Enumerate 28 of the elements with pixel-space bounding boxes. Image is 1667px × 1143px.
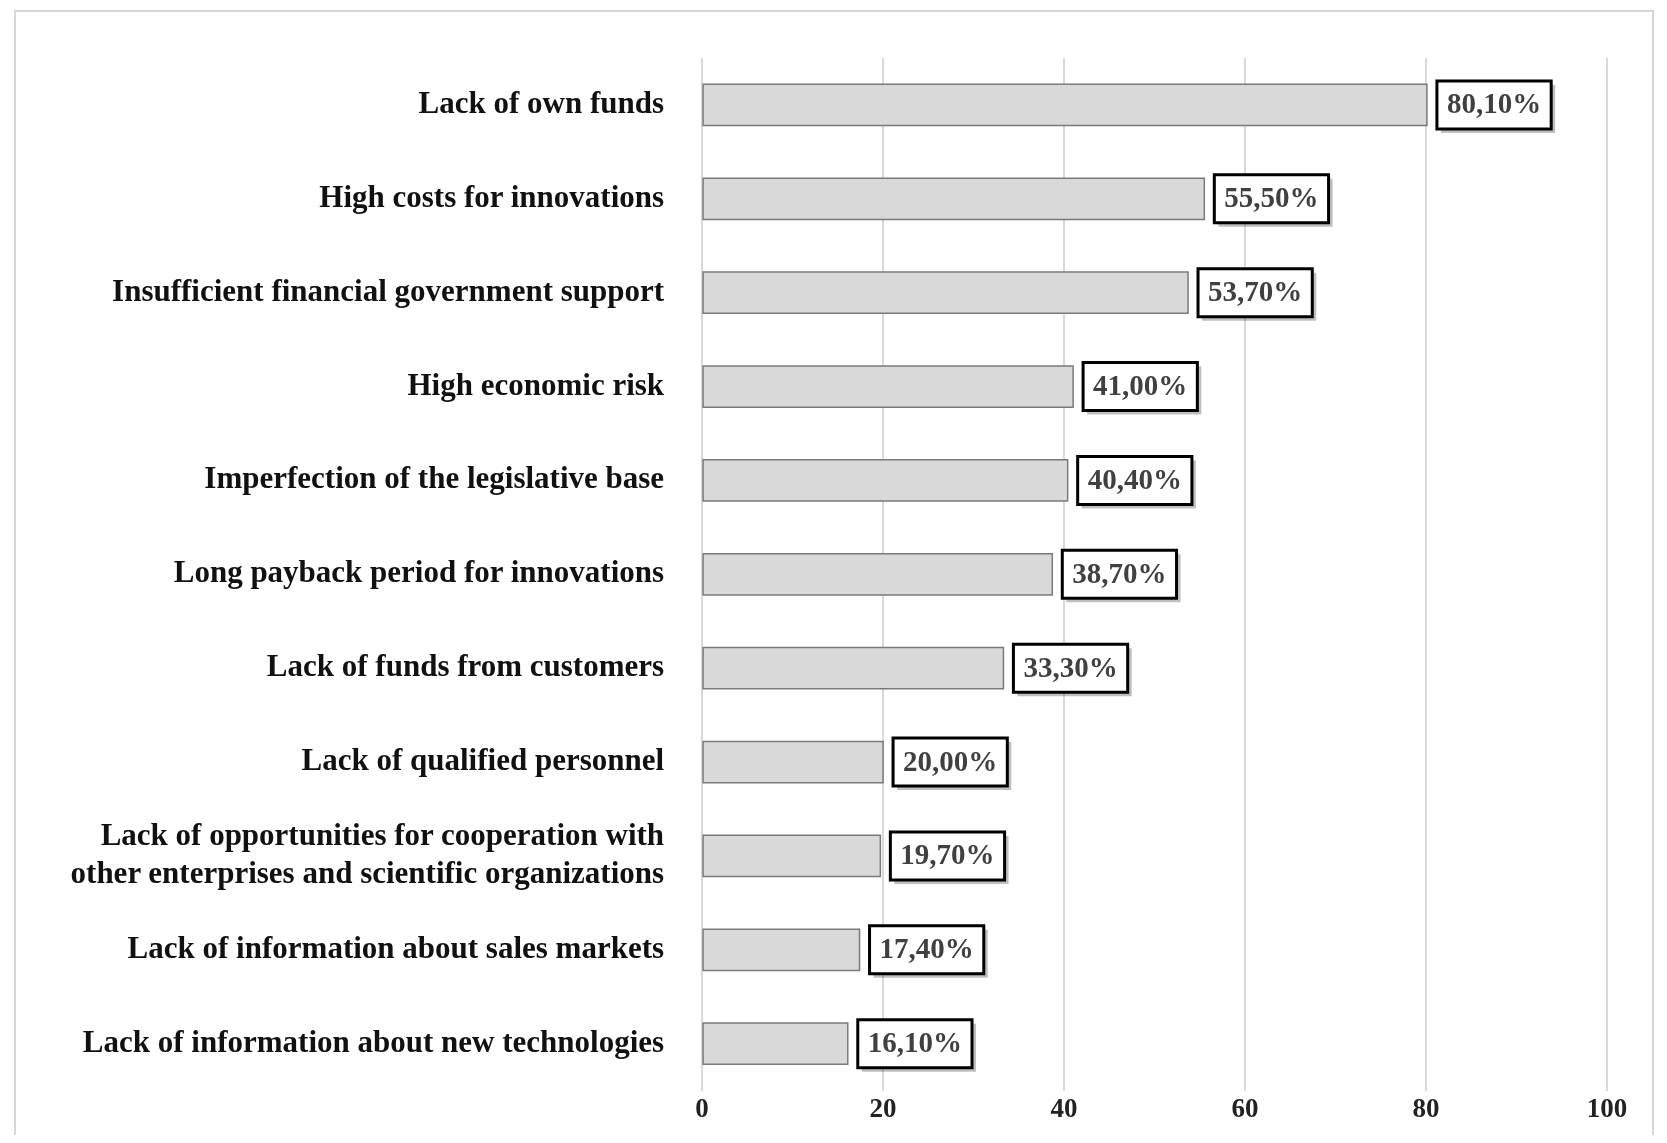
data-label: 40,40%	[1087, 462, 1182, 495]
x-tick-label: 80	[1412, 1092, 1440, 1123]
y-tick-label: Long payback period for innovations	[173, 554, 665, 590]
y-tick-label: Lack of funds from customers	[266, 648, 665, 684]
data-label: 38,70%	[1072, 556, 1167, 589]
x-tick-label: 40	[1050, 1092, 1078, 1123]
x-tick-label: 20	[869, 1092, 897, 1123]
data-label: 41,00%	[1093, 369, 1188, 402]
x-tick-label: 0	[695, 1092, 709, 1123]
data-label: 33,30%	[1023, 650, 1118, 683]
y-tick-label: Imperfection of the legislative base	[204, 460, 665, 496]
y-tick-label: Lack of information about new technologies	[82, 1023, 665, 1059]
data-label: 55,50%	[1224, 181, 1319, 214]
data-label: 80,10%	[1446, 87, 1542, 120]
data-label: 17,40%	[879, 932, 974, 965]
x-tick-label: 60	[1231, 1092, 1259, 1123]
y-tick-label: Insufficient financial government support	[112, 272, 665, 308]
x-tick-label: 100	[1586, 1092, 1628, 1123]
y-tick-label: Lack of opportunities for cooperation with other enterprises and scientific organizations	[70, 817, 665, 890]
y-tick-label: Lack of information about sales markets	[127, 929, 665, 965]
data-label: 16,10%	[867, 1026, 963, 1059]
data-label: 20,00%	[903, 744, 998, 777]
data-label: 19,70%	[900, 838, 995, 871]
data-label: 53,70%	[1208, 275, 1303, 308]
y-tick-label: Lack of qualified personnel	[301, 742, 665, 778]
y-tick-label: Lack of own funds	[418, 84, 665, 120]
y-tick-label: High economic risk	[407, 366, 665, 402]
y-tick-label: High costs for innovations	[319, 178, 665, 214]
